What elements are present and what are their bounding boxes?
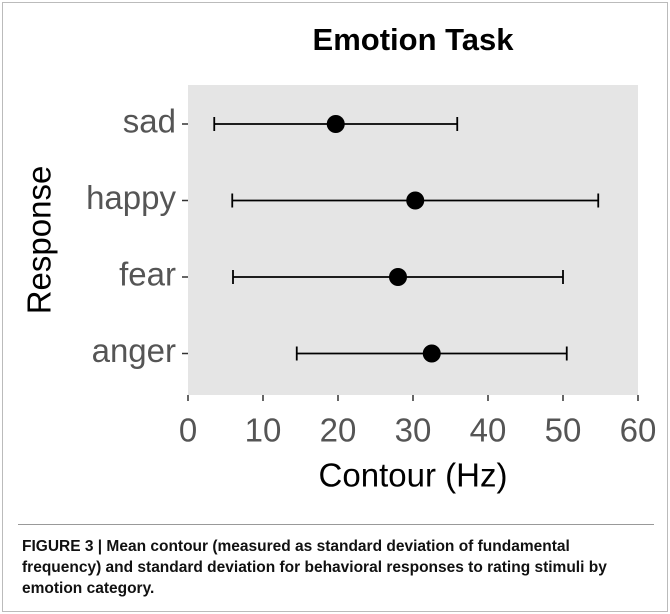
chart: Emotion Task Contour (Hz) Response 0 10 20… [21, 22, 657, 494]
y-tick-label: happy [86, 179, 176, 216]
point [389, 268, 407, 286]
y-axis-label: Response [21, 166, 58, 315]
y-tick-label: fear [119, 256, 176, 293]
x-tick-label: 40 [470, 412, 507, 449]
x-tick-label: 30 [395, 412, 432, 449]
point [422, 344, 441, 363]
y-tick-label: sad [123, 103, 176, 140]
caption-rule [18, 524, 654, 525]
point [326, 115, 345, 133]
caption: FIGURE 3 | Mean contour (measured as sta… [22, 538, 607, 597]
plot-panel [188, 85, 638, 395]
chart-title: Emotion Task [313, 22, 515, 57]
x-tick-label: 10 [245, 412, 282, 449]
x-tick-label: 60 [620, 412, 657, 449]
x-tick-label: 50 [545, 412, 582, 449]
y-tick-label: anger [92, 332, 176, 369]
point [406, 191, 425, 210]
x-axis-label: Contour (Hz) [319, 457, 508, 494]
x-tick-label: 0 [179, 412, 197, 449]
x-tick-label: 20 [320, 412, 357, 449]
